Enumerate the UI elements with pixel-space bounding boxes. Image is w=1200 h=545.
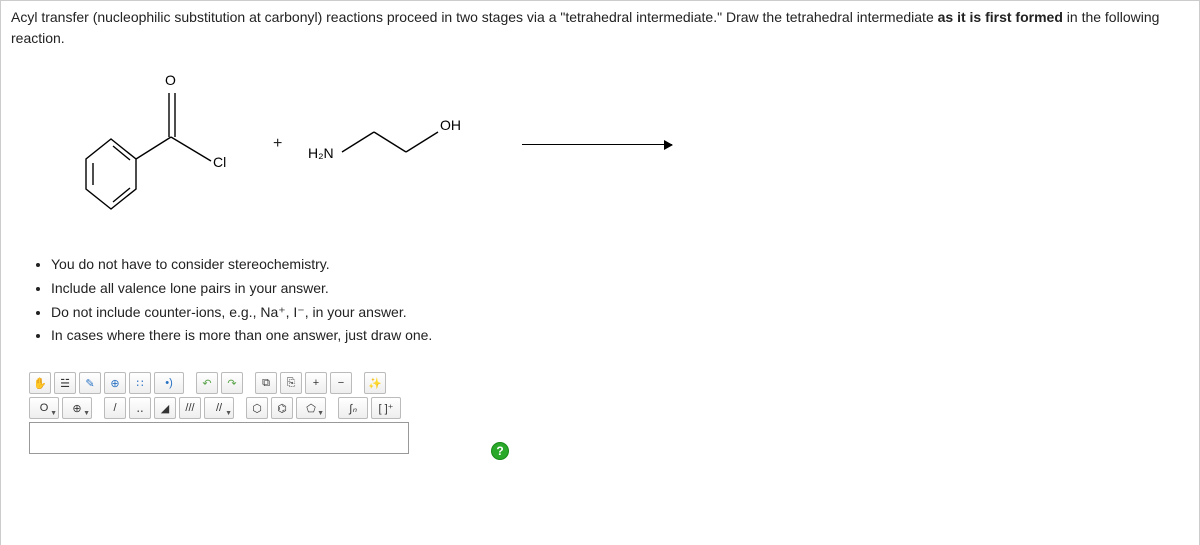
- atom-button[interactable]: O▼: [29, 397, 59, 419]
- bracket-button[interactable]: [ ]⁺: [371, 397, 401, 419]
- prompt-text-before: Acyl transfer (nucleophilic substitution…: [11, 9, 938, 25]
- charge-button[interactable]: ⊕▼: [62, 397, 92, 419]
- label-OH: OH: [440, 117, 461, 133]
- hint-item: Include all valence lone pairs in your a…: [51, 277, 1189, 301]
- chain-button[interactable]: ∫ₙ: [338, 397, 368, 419]
- hint-item: In cases where there is more than one an…: [51, 324, 1189, 348]
- clean-button[interactable]: ✨: [364, 372, 386, 394]
- prompt-text-bold: as it is first formed: [938, 9, 1063, 25]
- paste-button[interactable]: ⎘: [280, 372, 302, 394]
- structure-editor: ✋ ☱ ✎ ⊕ ∷ •) ↶ ↷ ⧉ ⎘ + − ✨ O▼ ⊕▼ / ․․ ◢ …: [29, 372, 469, 454]
- help-button[interactable]: ?: [491, 442, 509, 460]
- map-button[interactable]: ⊕: [104, 372, 126, 394]
- question-prompt: Acyl transfer (nucleophilic substitution…: [11, 7, 1189, 49]
- zoomin-button[interactable]: +: [305, 372, 327, 394]
- question-container: Acyl transfer (nucleophilic substitution…: [0, 0, 1200, 545]
- benzene-button[interactable]: ⌬: [271, 397, 293, 419]
- toolbar-row-1: ✋ ☱ ✎ ⊕ ∷ •) ↶ ↷ ⧉ ⎘ + − ✨: [29, 372, 469, 394]
- reaction-arrow: [522, 144, 672, 145]
- plus-sign: +: [273, 135, 282, 153]
- radical-button[interactable]: •): [154, 372, 184, 394]
- wedge-bond-button[interactable]: ◢: [154, 397, 176, 419]
- hash-bond-button[interactable]: ///: [179, 397, 201, 419]
- zoomout-button[interactable]: −: [330, 372, 352, 394]
- lonepair-button[interactable]: ∷: [129, 372, 151, 394]
- ring5-button[interactable]: ⬠▼: [296, 397, 326, 419]
- single-bond-button[interactable]: /: [104, 397, 126, 419]
- label-Cl: Cl: [213, 154, 226, 170]
- new-button[interactable]: ☱: [54, 372, 76, 394]
- hint-item: Do not include counter-ions, e.g., Na⁺, …: [51, 301, 1189, 325]
- hints-list: You do not have to consider stereochemis…: [29, 253, 1189, 348]
- ring6-button[interactable]: ⬡: [246, 397, 268, 419]
- toolbar-row-2: O▼ ⊕▼ / ․․ ◢ /// //▼ ⬡ ⌬ ⬠▼ ∫ₙ [ ]⁺: [29, 397, 469, 419]
- reaction-scheme: O Cl + H₂N OH: [51, 59, 1189, 229]
- label-H2N: H₂N: [308, 145, 334, 161]
- edit-button[interactable]: ✎: [79, 372, 101, 394]
- label-O: O: [165, 72, 176, 88]
- redo-button[interactable]: ↷: [221, 372, 243, 394]
- dashed-bond-button[interactable]: ․․: [129, 397, 151, 419]
- hint-item: You do not have to consider stereochemis…: [51, 253, 1189, 277]
- hand-tool-button[interactable]: ✋: [29, 372, 51, 394]
- undo-button[interactable]: ↶: [196, 372, 218, 394]
- drawing-canvas[interactable]: [29, 422, 409, 454]
- copy-button[interactable]: ⧉: [255, 372, 277, 394]
- reactant-1-structure: O Cl: [51, 59, 251, 229]
- reactant-2-structure: H₂N OH: [304, 104, 494, 184]
- double-bond-button[interactable]: //▼: [204, 397, 234, 419]
